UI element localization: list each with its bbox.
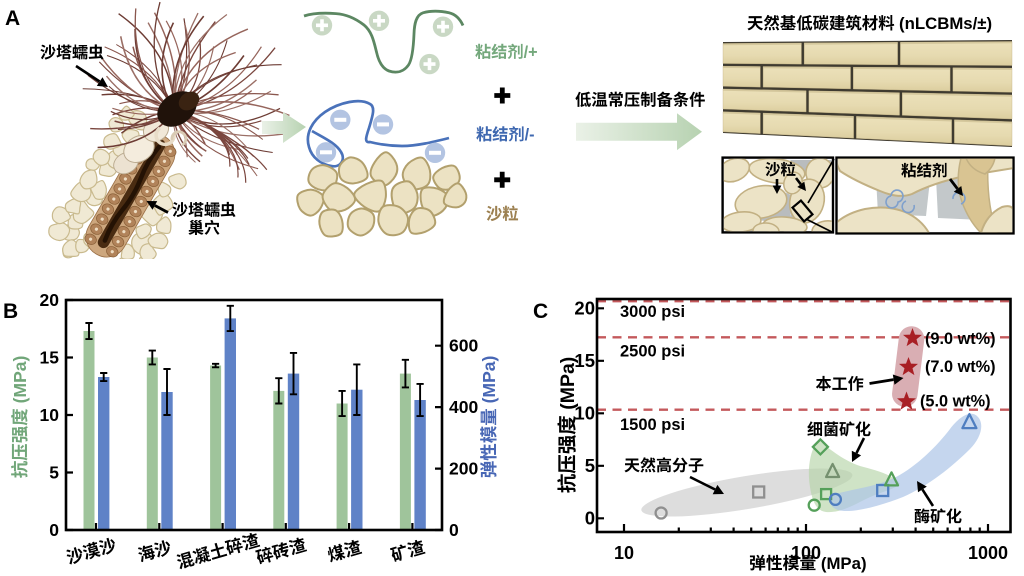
svg-text:(9.0 wt%): (9.0 wt%) [925, 330, 996, 348]
svg-text:(nLCBMs/±): (nLCBMs/±) [899, 14, 992, 33]
svg-text:(MPa): (MPa) [10, 356, 30, 409]
svg-text:5: 5 [49, 463, 59, 483]
svg-text:10: 10 [40, 405, 60, 425]
svg-text:C: C [533, 300, 548, 323]
svg-text:A: A [5, 7, 20, 30]
svg-text:2500 psi: 2500 psi [620, 343, 685, 361]
svg-text:0: 0 [585, 508, 595, 529]
svg-text:B: B [3, 300, 18, 323]
svg-text:5: 5 [585, 455, 595, 476]
svg-text:20: 20 [574, 298, 595, 319]
svg-text:600: 600 [449, 336, 478, 356]
svg-text:(5.0 wt%): (5.0 wt%) [920, 393, 991, 411]
svg-text:/+: /+ [524, 44, 538, 62]
svg-text:(MPa): (MPa) [816, 554, 866, 573]
svg-text:3000 psi: 3000 psi [620, 303, 685, 321]
svg-text:400: 400 [449, 397, 478, 417]
svg-text:/-: /- [525, 126, 535, 144]
svg-text:0: 0 [49, 520, 59, 540]
svg-text:10: 10 [614, 543, 634, 563]
svg-text:15: 15 [574, 350, 595, 371]
svg-text:15: 15 [40, 348, 60, 368]
svg-text:(7.0 wt%): (7.0 wt%) [925, 358, 996, 376]
svg-text:20: 20 [40, 290, 60, 310]
svg-text:0: 0 [449, 520, 459, 540]
svg-text:(MPa): (MPa) [479, 356, 499, 409]
svg-text:1500 psi: 1500 psi [620, 416, 685, 434]
svg-text:10: 10 [574, 403, 595, 424]
svg-text:1000: 1000 [968, 543, 1008, 563]
svg-text:100: 100 [791, 543, 821, 563]
svg-text:(MPa): (MPa) [557, 357, 579, 416]
svg-text:200: 200 [449, 459, 478, 479]
